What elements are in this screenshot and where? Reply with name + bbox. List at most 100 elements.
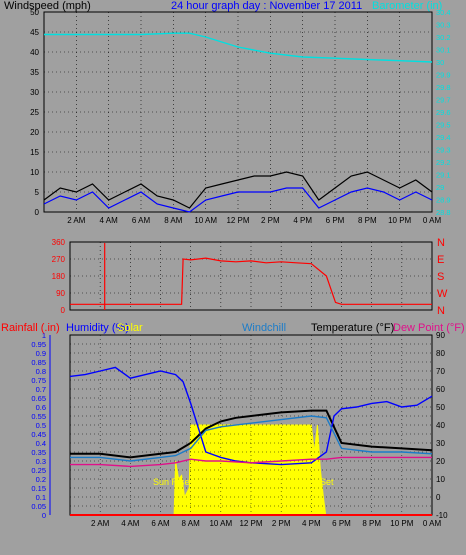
left-tick-label: 0.25 <box>31 466 46 475</box>
direction-tick-label: 90 <box>56 289 65 298</box>
left-tick-label: 0.85 <box>31 358 46 367</box>
wind-x-tick-label: 12 PM <box>226 216 249 225</box>
left-tick-label: 0.7 <box>36 385 46 394</box>
compass-label: N <box>437 237 445 249</box>
temperature-x-tick-label: 0 AM <box>423 519 442 528</box>
left-tick-label: 0.35 <box>31 448 46 457</box>
temperature-tick-label: 40 <box>436 421 445 430</box>
temperature-x-tick-label: 4 PM <box>302 519 321 528</box>
wind-left-ticks: 0 5 10 15 20 25 30 35 40 45 50 <box>30 8 39 217</box>
barometer-tick-label: 29.5 <box>436 121 451 130</box>
direction-tick-label: 180 <box>52 272 66 281</box>
wind-left-tick-label: 25 <box>30 108 39 117</box>
series-line-dew-point <box>70 456 432 468</box>
left-tick-label: 0.2 <box>36 475 46 484</box>
wind-series-line-barometer <box>44 32 433 63</box>
wind-left-tick-label: 10 <box>30 168 39 177</box>
barometer-tick-label: 29.4 <box>436 133 451 142</box>
barometer-tick-label: 30.3 <box>436 21 451 30</box>
temperature-tick-label: -10 <box>436 511 448 520</box>
compass-label: E <box>437 254 444 266</box>
panel-temperature: 00.050.10.150.20.250.30.350.40.450.50.55… <box>1 322 465 528</box>
barometer-right-ticks: 28.8 28.9 29 29.1 29.2 29.3 29.4 29.5 29.6 29.7 29… <box>436 8 451 217</box>
left-tick-label: 0.4 <box>36 439 46 448</box>
temperature-tick-label: 50 <box>436 403 445 412</box>
barometer-tick-label: 30.4 <box>436 8 451 17</box>
left-tick-label: 1 <box>42 331 46 340</box>
wind-left-tick-label: 5 <box>35 188 40 197</box>
solar-label: Solar <box>117 322 143 334</box>
temperature-x-tick-label: 6 AM <box>151 519 170 528</box>
temperature-tick-label: 70 <box>436 367 445 376</box>
barometer-tick-label: 30.2 <box>436 33 451 42</box>
left-tick-label: 0.6 <box>36 403 46 412</box>
left-tick-label: 0 <box>42 511 46 520</box>
direction-tick-label: 270 <box>52 255 66 264</box>
wind-x-tick-label: 6 AM <box>132 216 151 225</box>
wind-grid <box>44 11 433 213</box>
temperature-right-ticks: -10 0 10 20 30 40 50 60 70 80 90 <box>436 331 448 520</box>
wind-x-tick-label: 4 AM <box>100 216 119 225</box>
wind-left-tick-label: 15 <box>30 148 39 157</box>
wind-x-tick-label: 10 PM <box>388 216 411 225</box>
wind-series <box>43 32 433 213</box>
temperature-x-tick-label: 2 AM <box>91 519 110 528</box>
dewpoint-label: Dew Point (°F) <box>393 322 465 334</box>
compass-label: N <box>437 305 445 317</box>
left-tick-label: 0.3 <box>36 457 46 466</box>
temperature-x-tick-label: 8 PM <box>362 519 381 528</box>
temperature-x-tick-label: 8 AM <box>182 519 201 528</box>
barometer-tick-label: 30 <box>436 58 444 67</box>
left-tick-label: 0.45 <box>31 430 46 439</box>
temperature-tick-label: 20 <box>436 457 445 466</box>
wind-x-tick-label: 0 AM <box>423 216 442 225</box>
temperature-series <box>69 366 433 516</box>
chart-title: 24 hour graph day : November 17 2011 <box>171 0 362 12</box>
wind-left-tick-label: 0 <box>35 208 40 217</box>
wind-x-tick-label: 6 PM <box>326 216 345 225</box>
left-tick-label: 0.65 <box>31 394 46 403</box>
left-tick-label: 0.9 <box>36 349 46 358</box>
series-line-windchill <box>70 415 433 462</box>
temperature-x-ticks: 2 AM 4 AM 6 AM 8 AM 10 AM 12 PM 2 PM 4 PM 6 PM 8 … <box>91 519 441 528</box>
barometer-tick-label: 28.9 <box>436 196 451 205</box>
rainfall-label: Rainfall (.in) <box>1 322 60 334</box>
temperature-x-tick-label: 12 PM <box>239 519 262 528</box>
temperature-tick-label: 80 <box>436 349 445 358</box>
left-tick-label: 0.95 <box>31 340 46 349</box>
sunrise-annotation: Sun Rise <box>153 477 190 487</box>
series-line-humidity <box>69 366 433 466</box>
barometer-axis-label: Barometer (in) <box>372 0 442 12</box>
temperature-tick-label: 90 <box>436 331 445 340</box>
windspeed-axis-label: Windspeed (mph) <box>4 0 91 12</box>
wind-x-tick-label: 2 PM <box>261 216 280 225</box>
temperature-x-tick-label: 4 AM <box>121 519 140 528</box>
direction-tick-label: 360 <box>52 238 66 247</box>
series-line-temperature <box>70 409 433 459</box>
windchill-label: Windchill <box>242 322 286 334</box>
left-tick-label: 0.1 <box>36 493 46 502</box>
barometer-tick-label: 29.9 <box>436 71 451 80</box>
wind-series-line-wind-average <box>43 187 433 213</box>
barometer-tick-label: 29.1 <box>436 171 451 180</box>
wind-x-tick-label: 10 AM <box>194 216 217 225</box>
temperature-x-tick-label: 6 PM <box>332 519 351 528</box>
temperature-x-tick-label: 10 PM <box>390 519 413 528</box>
wind-direction-line <box>70 257 432 305</box>
left-tick-label: 0.8 <box>36 367 46 376</box>
direction-grid <box>70 241 432 311</box>
barometer-tick-label: 30.1 <box>436 46 451 55</box>
compass-label: S <box>437 271 444 283</box>
wind-left-tick-label: 35 <box>30 68 39 77</box>
left-tick-label: 0.15 <box>31 484 46 493</box>
compass-label: W <box>437 288 448 300</box>
wind-x-tick-label: 8 AM <box>164 216 183 225</box>
barometer-tick-label: 29.6 <box>436 108 451 117</box>
left-tick-label: 0.5 <box>36 421 46 430</box>
temperature-x-tick-label: 10 AM <box>209 519 232 528</box>
temperature-tick-label: 30 <box>436 439 445 448</box>
barometer-tick-label: 29.7 <box>436 96 451 105</box>
